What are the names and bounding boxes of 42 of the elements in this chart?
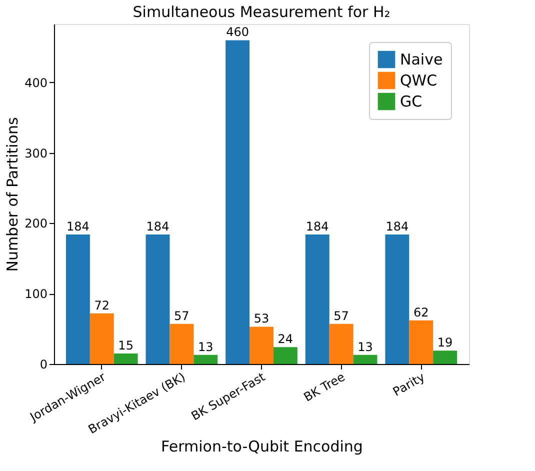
x-axis-title: Fermion-to-Qubit Encoding bbox=[161, 438, 363, 456]
data-label: 13 bbox=[358, 340, 373, 354]
bar bbox=[170, 324, 194, 364]
data-label: 53 bbox=[254, 312, 270, 326]
data-label: 184 bbox=[66, 219, 90, 234]
data-label: 13 bbox=[198, 340, 214, 354]
data-label: 62 bbox=[413, 305, 429, 320]
data-label: 15 bbox=[118, 338, 134, 352]
y-tick-label: 0 bbox=[40, 358, 48, 372]
chart-title: Simultaneous Measurement for H₂ bbox=[132, 3, 390, 21]
data-label: 57 bbox=[174, 308, 190, 323]
y-axis-title: Number of Partitions bbox=[4, 117, 22, 272]
data-label: 19 bbox=[437, 336, 453, 350]
data-label: 184 bbox=[386, 219, 409, 234]
data-label: 72 bbox=[94, 298, 110, 312]
bar bbox=[385, 234, 410, 364]
bar bbox=[226, 40, 250, 364]
bar bbox=[90, 313, 114, 364]
bar bbox=[409, 320, 434, 364]
bar bbox=[329, 324, 354, 364]
data-label: 57 bbox=[334, 308, 349, 323]
bar bbox=[250, 326, 274, 364]
legend-label: GC bbox=[400, 92, 422, 110]
bar bbox=[433, 350, 458, 364]
bar bbox=[146, 234, 170, 364]
bar bbox=[305, 234, 330, 364]
data-label: 184 bbox=[146, 219, 170, 234]
bar bbox=[273, 347, 298, 364]
y-tick-label: 100 bbox=[24, 287, 48, 302]
data-label: 24 bbox=[278, 332, 294, 346]
x-tick-label: BK Tree bbox=[301, 370, 348, 404]
legend-label: Naive bbox=[400, 50, 443, 68]
y-tick-label: 200 bbox=[24, 216, 48, 231]
bar bbox=[353, 354, 378, 364]
y-tick-label: 400 bbox=[24, 76, 48, 90]
y-tick-label: 300 bbox=[24, 146, 48, 160]
data-label: 184 bbox=[306, 219, 329, 234]
data-label: 460 bbox=[226, 25, 250, 40]
bar bbox=[194, 354, 218, 364]
bar bbox=[66, 234, 90, 364]
legend-label: QWC bbox=[400, 72, 438, 90]
bar bbox=[114, 353, 138, 364]
